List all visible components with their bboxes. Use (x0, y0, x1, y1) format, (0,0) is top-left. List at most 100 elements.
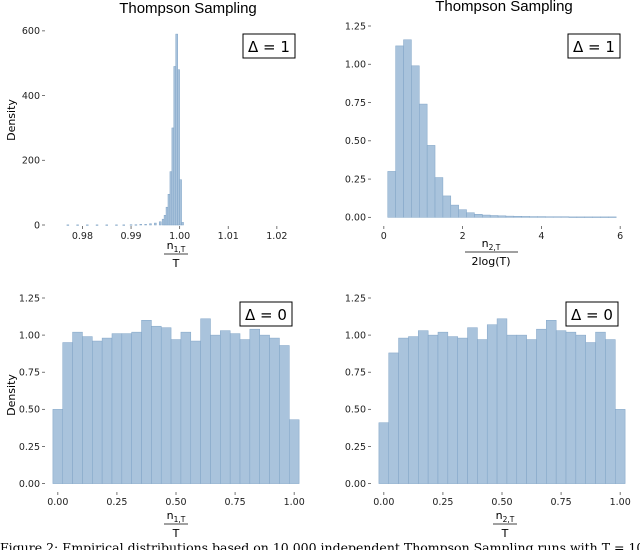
panel-top-left: Thompson Sampling Density 0 200 400 600 0.9… (5, 0, 296, 270)
xlabel-subscript: 2,T (503, 515, 515, 524)
y-tick-label: 1.25 (345, 21, 366, 32)
histogram-bar (516, 334, 527, 484)
x-tick-label: 0.98 (72, 231, 93, 242)
x-tick-label: 0.25 (432, 497, 453, 508)
histogram-bar (442, 195, 452, 218)
y-ticks: 0 200 400 600 (22, 26, 45, 231)
histogram-bar (177, 69, 180, 226)
histogram-bar (575, 334, 586, 484)
histogram-bar (86, 224, 89, 226)
histogram-bar (434, 177, 444, 218)
histogram-bar (576, 216, 585, 218)
y-tick-label: 0.50 (345, 136, 366, 147)
y-tick-label: 0.75 (19, 368, 40, 379)
legend-box: Δ = 0 (565, 301, 619, 327)
y-tick-label: 0.00 (345, 479, 366, 490)
histogram-bar (165, 206, 169, 226)
y-tick-label: 1.00 (19, 330, 40, 341)
histogram-bar (560, 216, 570, 218)
histogram-bar (220, 330, 231, 484)
y-ticks: 0.00 0.25 0.50 0.75 1.00 1.25 (345, 21, 371, 224)
histogram-bar (496, 318, 508, 484)
legend-label: Δ = 1 (248, 38, 290, 56)
legend-box: Δ = 0 (239, 301, 293, 327)
xlabel-subscript: 1,T (174, 515, 186, 524)
histogram-bar (72, 331, 83, 484)
xlabel-denominator: T (172, 527, 180, 540)
histogram-bar (426, 145, 436, 218)
histogram-bar (269, 337, 280, 484)
histogram-bar (497, 215, 507, 218)
histogram-bar (249, 328, 260, 484)
histogram-bar (181, 222, 184, 226)
histogram-bar (565, 331, 577, 484)
histogram-bar (521, 216, 530, 218)
y-tick-label: 1.25 (345, 293, 366, 304)
y-tick-label: 0.00 (19, 479, 40, 490)
histogram-bar (122, 224, 125, 226)
histogram-bar (545, 216, 554, 218)
histogram-bar (115, 224, 118, 226)
panel-title: Thompson Sampling (435, 0, 573, 15)
bars (387, 39, 617, 218)
histogram-bar (239, 339, 251, 484)
histogram-bar (66, 224, 70, 226)
histogram-bar (585, 342, 596, 484)
y-tick-label: 0.25 (19, 442, 40, 453)
histogram-bar (169, 171, 173, 226)
x-axis-label: n1,T T (164, 239, 188, 270)
x-ticks: 0.00 0.25 0.50 0.75 1.00 (47, 492, 305, 508)
histogram-bar (467, 327, 478, 484)
y-tick-label: 0.50 (345, 405, 366, 416)
histogram-bar (131, 331, 142, 484)
histogram-bar (179, 179, 182, 226)
histogram-bar (163, 215, 167, 226)
histogram-bar (139, 224, 142, 226)
histogram-bar (595, 331, 606, 484)
y-axis-label: Density (5, 99, 18, 141)
histogram-bar (536, 328, 547, 484)
legend-box: Δ = 1 (242, 33, 296, 59)
x-tick-label: 1.01 (218, 231, 239, 242)
histogram-bar (76, 224, 79, 226)
xlabel-symbol: n (496, 509, 503, 522)
histogram-bar (505, 215, 515, 218)
histogram-bar (171, 127, 175, 226)
x-tick-label: 0.75 (551, 497, 572, 508)
histogram-bar (378, 422, 390, 484)
histogram-bar (101, 337, 113, 484)
x-tick-label: 0.25 (106, 497, 127, 508)
histogram-bar (584, 216, 593, 218)
histogram-bar (180, 331, 192, 484)
histogram-bar (121, 333, 132, 484)
histogram-bar (175, 33, 178, 226)
x-axis-label: n1,T T (164, 509, 188, 540)
histogram-bar (158, 221, 162, 226)
bars (52, 318, 300, 484)
x-tick-label: 1.00 (610, 497, 631, 508)
histogram-bar (605, 339, 616, 484)
y-tick-label: 0 (34, 220, 40, 231)
histogram-bar (474, 214, 483, 218)
x-ticks: 0.00 0.25 0.50 0.75 1.00 (373, 492, 631, 508)
histogram-bar (537, 216, 546, 218)
y-tick-label: 600 (22, 26, 40, 37)
x-tick-label: 0.00 (47, 497, 68, 508)
histogram-bar (418, 330, 429, 484)
x-tick-label: 1.02 (266, 231, 287, 242)
xlabel-subscript: 1,T (174, 245, 186, 254)
histogram-bar (95, 224, 99, 226)
x-tick-label: 0.00 (373, 497, 394, 508)
x-tick-label: 0.75 (225, 497, 246, 508)
histogram-bar (200, 318, 211, 484)
histogram-bar (403, 39, 412, 218)
histogram-bar (552, 216, 562, 218)
histogram-bar (92, 340, 103, 484)
histogram-bar (62, 342, 73, 484)
xlabel-denominator: 2log(T) (471, 255, 510, 268)
histogram-bar (447, 336, 458, 484)
histogram-bar (395, 45, 404, 218)
y-tick-label: 1.00 (345, 330, 366, 341)
svg-text:n1,T: n1,T (167, 239, 186, 254)
